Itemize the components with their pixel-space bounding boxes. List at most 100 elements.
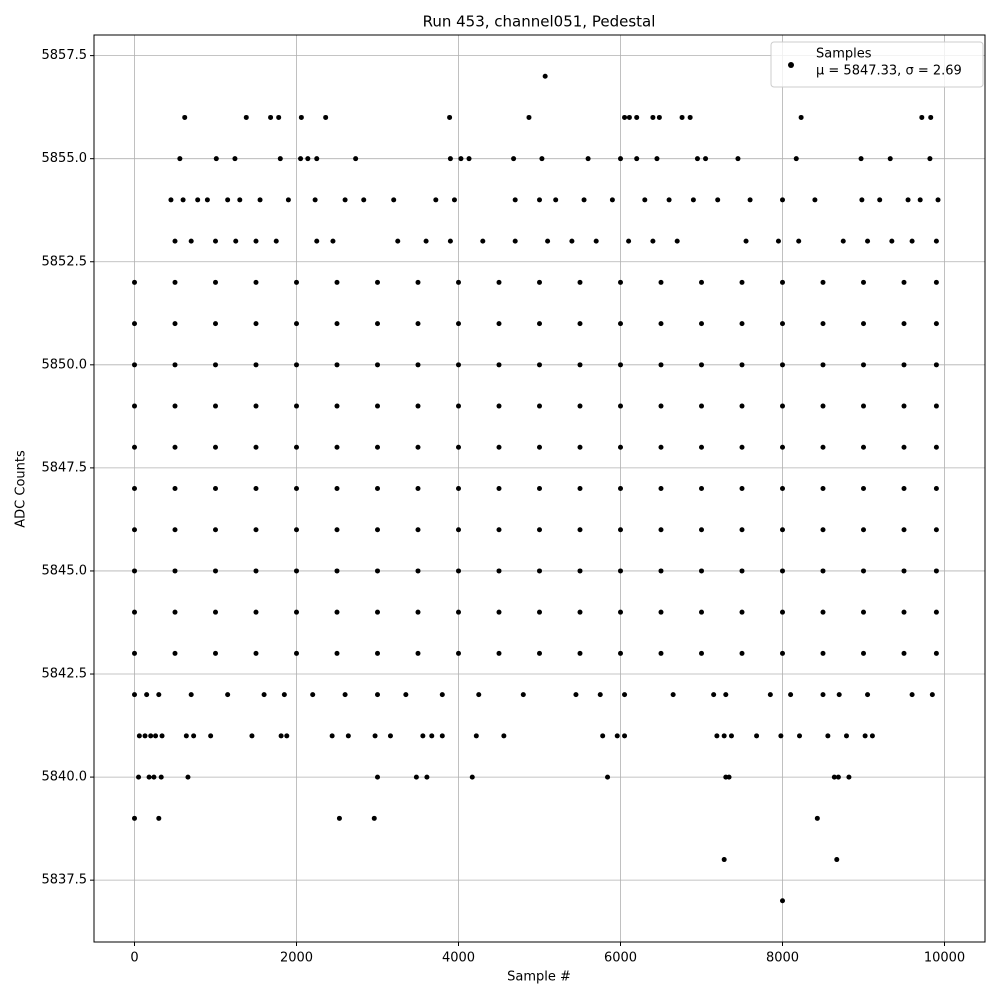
data-point: [512, 197, 518, 203]
data-point: [901, 362, 907, 368]
data-point: [820, 692, 826, 698]
data-point: [496, 527, 502, 533]
data-point: [451, 197, 457, 203]
data-point: [132, 321, 137, 327]
data-point: [424, 774, 430, 780]
data-point: [739, 568, 745, 574]
data-point: [415, 403, 421, 409]
data-point: [577, 403, 583, 409]
data-point: [480, 238, 486, 244]
data-point: [780, 527, 785, 533]
data-point: [901, 279, 907, 285]
data-point: [577, 279, 583, 285]
data-point: [618, 527, 623, 533]
data-point: [208, 733, 214, 739]
data-point: [679, 114, 685, 120]
data-point: [788, 692, 794, 698]
data-point: [933, 568, 939, 574]
data-point: [253, 321, 259, 327]
data-point: [213, 156, 219, 162]
data-point: [780, 321, 785, 327]
data-point: [172, 650, 178, 656]
data-point: [395, 238, 401, 244]
data-point: [622, 114, 628, 120]
data-point: [889, 238, 895, 244]
data-point: [859, 197, 865, 203]
x-tick-label: 2000: [280, 951, 313, 966]
data-point: [537, 279, 542, 285]
data-point: [593, 238, 599, 244]
data-point: [721, 857, 727, 863]
data-point: [225, 692, 231, 698]
data-point: [156, 692, 162, 698]
data-point: [778, 733, 784, 739]
data-point: [159, 733, 165, 739]
data-point: [168, 197, 174, 203]
data-point: [933, 486, 939, 491]
data-point: [391, 197, 397, 203]
data-point: [901, 486, 907, 491]
legend: Samples μ = 5847.33, σ = 2.69: [770, 41, 984, 88]
data-point: [654, 156, 660, 162]
data-point: [861, 444, 866, 450]
data-point: [820, 650, 826, 656]
data-point: [626, 114, 632, 120]
data-point: [797, 733, 803, 739]
data-point: [213, 362, 218, 368]
data-point: [699, 650, 704, 656]
data-point: [739, 362, 745, 368]
data-point: [213, 609, 218, 615]
data-point: [496, 403, 502, 409]
data-point: [334, 609, 340, 615]
data-point: [658, 609, 664, 615]
data-point: [585, 156, 591, 162]
data-point: [820, 362, 826, 368]
data-point: [294, 609, 299, 615]
data-point: [735, 156, 741, 162]
data-point: [329, 733, 335, 739]
data-point: [456, 321, 461, 327]
data-point: [284, 733, 290, 739]
data-point: [132, 362, 137, 368]
data-point: [371, 815, 377, 821]
data-point: [618, 321, 623, 327]
data-point: [146, 774, 152, 780]
data-point: [305, 156, 311, 162]
data-point: [780, 609, 785, 615]
legend-label: Samples: [816, 47, 872, 62]
data-point: [132, 403, 137, 409]
data-point: [569, 238, 575, 244]
data-point: [496, 362, 502, 368]
data-point: [666, 197, 672, 203]
data-point: [298, 156, 304, 162]
data-point: [253, 279, 259, 285]
data-point: [858, 156, 864, 162]
data-point: [456, 568, 461, 574]
data-point: [933, 321, 939, 327]
data-point: [148, 733, 154, 739]
y-tick-label: 5842.5: [42, 667, 88, 682]
data-point: [618, 403, 623, 409]
data-point: [294, 568, 299, 574]
data-point: [447, 114, 453, 120]
data-point: [901, 527, 907, 533]
data-point: [456, 650, 461, 656]
data-point: [820, 279, 826, 285]
data-point: [415, 568, 421, 574]
data-point: [273, 238, 279, 244]
data-point: [277, 156, 283, 162]
data-point: [901, 650, 907, 656]
data-point: [614, 733, 620, 739]
data-point: [699, 609, 704, 615]
data-point: [512, 238, 518, 244]
data-point: [674, 238, 680, 244]
data-point: [537, 527, 542, 533]
data-point: [699, 362, 704, 368]
data-point: [739, 444, 745, 450]
data-point: [334, 321, 340, 327]
data-point: [694, 156, 700, 162]
data-point: [933, 444, 939, 450]
y-tick-label: 5852.5: [42, 254, 88, 269]
data-point: [375, 774, 380, 780]
data-point: [825, 733, 831, 739]
